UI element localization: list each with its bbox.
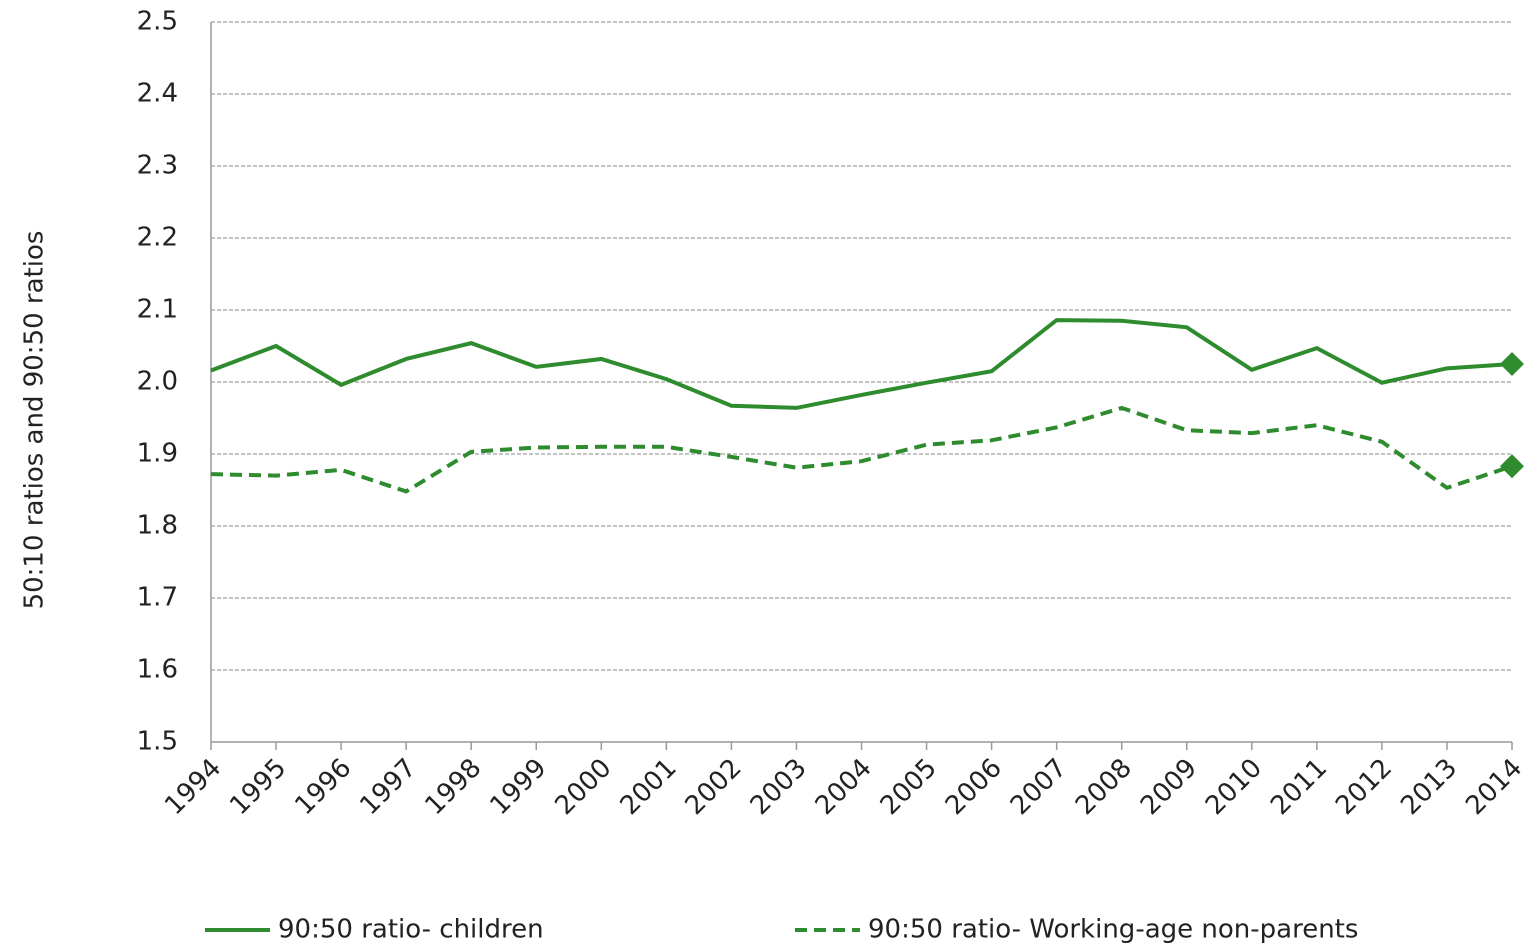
end-marker xyxy=(1500,454,1524,479)
x-tick-label: 2001 xyxy=(615,753,683,821)
x-tick-label: 1994 xyxy=(159,753,227,821)
y-tick-label: 2.1 xyxy=(137,295,178,325)
y-tick-label: 1.6 xyxy=(137,655,178,685)
x-tick-label: 1999 xyxy=(484,753,552,821)
legend-label: 90:50 ratio- children xyxy=(278,915,544,945)
x-tick-label: 1995 xyxy=(224,753,292,821)
y-tick-label: 2.5 xyxy=(137,7,178,37)
x-tick-label: 2004 xyxy=(810,753,878,821)
x-tick-label: 2007 xyxy=(1005,753,1073,821)
x-tick-label: 1998 xyxy=(419,753,487,821)
x-tick-label: 2012 xyxy=(1330,753,1398,821)
x-tick-label: 2011 xyxy=(1265,753,1333,821)
x-tick-label: 1997 xyxy=(354,753,422,821)
x-tick-label: 2014 xyxy=(1460,753,1527,821)
y-tick-label: 1.7 xyxy=(137,583,178,613)
y-tick-label: 2.2 xyxy=(137,223,178,253)
y-axis-label: 50:10 ratios and 90:50 ratios xyxy=(20,231,50,610)
y-tick-label: 2.3 xyxy=(137,151,178,181)
y-tick-label: 2.4 xyxy=(137,79,178,109)
x-tick-label: 2013 xyxy=(1395,753,1463,821)
y-tick-label: 2.0 xyxy=(137,367,178,397)
series-line xyxy=(210,318,1513,410)
x-tick-label: 2003 xyxy=(745,753,813,821)
series-line xyxy=(210,405,1513,494)
y-tick-label: 1.5 xyxy=(137,727,178,757)
x-tick-label: 2005 xyxy=(875,753,943,821)
end-marker xyxy=(1500,352,1524,376)
x-tick-label: 2006 xyxy=(940,753,1008,821)
x-tick-label: 2002 xyxy=(680,753,748,821)
y-tick-label: 1.8 xyxy=(137,511,178,541)
x-tick-label: 2008 xyxy=(1070,753,1138,821)
x-tick-label: 2009 xyxy=(1135,753,1203,821)
legend-label: 90:50 ratio- Working-age non-parents xyxy=(868,915,1358,945)
x-tick-label: 2010 xyxy=(1200,753,1268,821)
x-tick-label: 1996 xyxy=(289,753,357,821)
x-tick-label: 2000 xyxy=(550,753,618,821)
y-tick-label: 1.9 xyxy=(137,439,178,469)
